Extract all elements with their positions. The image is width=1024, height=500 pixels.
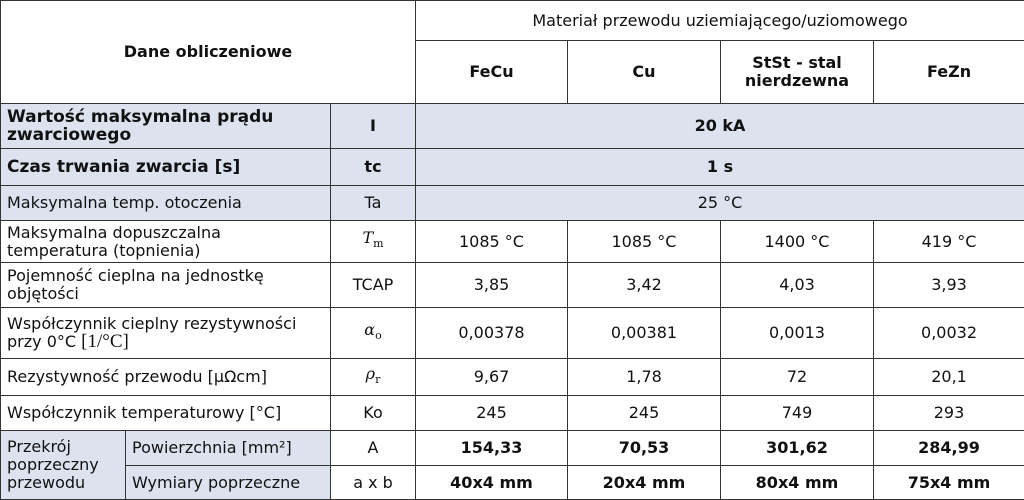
row-label: Wartość maksymalna prądu zwarciowego: [1, 104, 331, 149]
value: 293: [874, 396, 1024, 431]
value: 20,1: [874, 359, 1024, 396]
value: 0,00381: [568, 308, 721, 359]
value: 9,67: [416, 359, 568, 396]
symbol-main: T: [362, 228, 373, 247]
row-label: Powierzchnia [mm²]: [126, 431, 331, 466]
value: 70,53: [568, 431, 721, 466]
material-header: Materiał przewodu uziemiającego/uziomowe…: [416, 1, 1024, 41]
value: 0,0013: [721, 308, 874, 359]
material: StSt - stal nierdzewna: [721, 41, 874, 104]
value: 1085 °C: [568, 221, 721, 263]
value: 1 s: [416, 149, 1024, 186]
value: 3,85: [416, 263, 568, 308]
group-label: Przekrój poprzeczny przewodu: [1, 431, 126, 500]
value: 154,33: [416, 431, 568, 466]
row-label: Maksymalna dopuszczalna temperatura (top…: [1, 221, 331, 263]
value: 25 °C: [416, 186, 1024, 221]
symbol: αo: [331, 308, 416, 359]
symbol-sub: m: [373, 238, 383, 251]
header-title: Dane obliczeniowe: [1, 1, 416, 104]
value: 1400 °C: [721, 221, 874, 263]
symbol: tc: [331, 149, 416, 186]
value: 3,42: [568, 263, 721, 308]
value: 1085 °C: [416, 221, 568, 263]
symbol-sub: o: [375, 329, 382, 342]
row-label: Pojemność cieplna na jednostkę objętości: [1, 263, 331, 308]
value: 72: [721, 359, 874, 396]
value: 80x4 mm: [721, 466, 874, 500]
material: FeZn: [874, 41, 1024, 104]
row-label: Wymiary poprzeczne: [126, 466, 331, 500]
row-label: Maksymalna temp. otoczenia: [1, 186, 331, 221]
symbol: Tm: [331, 221, 416, 263]
symbol: Ta: [331, 186, 416, 221]
value: 284,99: [874, 431, 1024, 466]
value: 1,78: [568, 359, 721, 396]
value: 419 °C: [874, 221, 1024, 263]
symbol-sub: r: [375, 373, 380, 386]
value: 40x4 mm: [416, 466, 568, 500]
value: 4,03: [721, 263, 874, 308]
symbol: TCAP: [331, 263, 416, 308]
value: 20 kA: [416, 104, 1024, 149]
symbol: A: [331, 431, 416, 466]
value: 749: [721, 396, 874, 431]
symbol: ρr: [331, 359, 416, 396]
symbol: Ko: [331, 396, 416, 431]
row-label: Współczynnik cieplny rezystywności przy …: [1, 308, 331, 359]
label-unit: [1/°C]: [81, 331, 129, 352]
value: 245: [416, 396, 568, 431]
symbol-main: ρ: [366, 364, 375, 383]
value: 301,62: [721, 431, 874, 466]
row-label: Współczynnik temperaturowy [°C]: [1, 396, 331, 431]
value: 75x4 mm: [874, 466, 1024, 500]
symbol: I: [331, 104, 416, 149]
symbol: a x b: [331, 466, 416, 500]
row-label: Rezystywność przewodu [μΩcm]: [1, 359, 331, 396]
value: 0,00378: [416, 308, 568, 359]
value: 20x4 mm: [568, 466, 721, 500]
value: 0,0032: [874, 308, 1024, 359]
material: FeCu: [416, 41, 568, 104]
material: Cu: [568, 41, 721, 104]
symbol-main: α: [364, 320, 375, 339]
value: 245: [568, 396, 721, 431]
value: 3,93: [874, 263, 1024, 308]
label-text: Współczynnik cieplny rezystywności przy …: [7, 314, 296, 351]
row-label: Czas trwania zwarcia [s]: [1, 149, 331, 186]
